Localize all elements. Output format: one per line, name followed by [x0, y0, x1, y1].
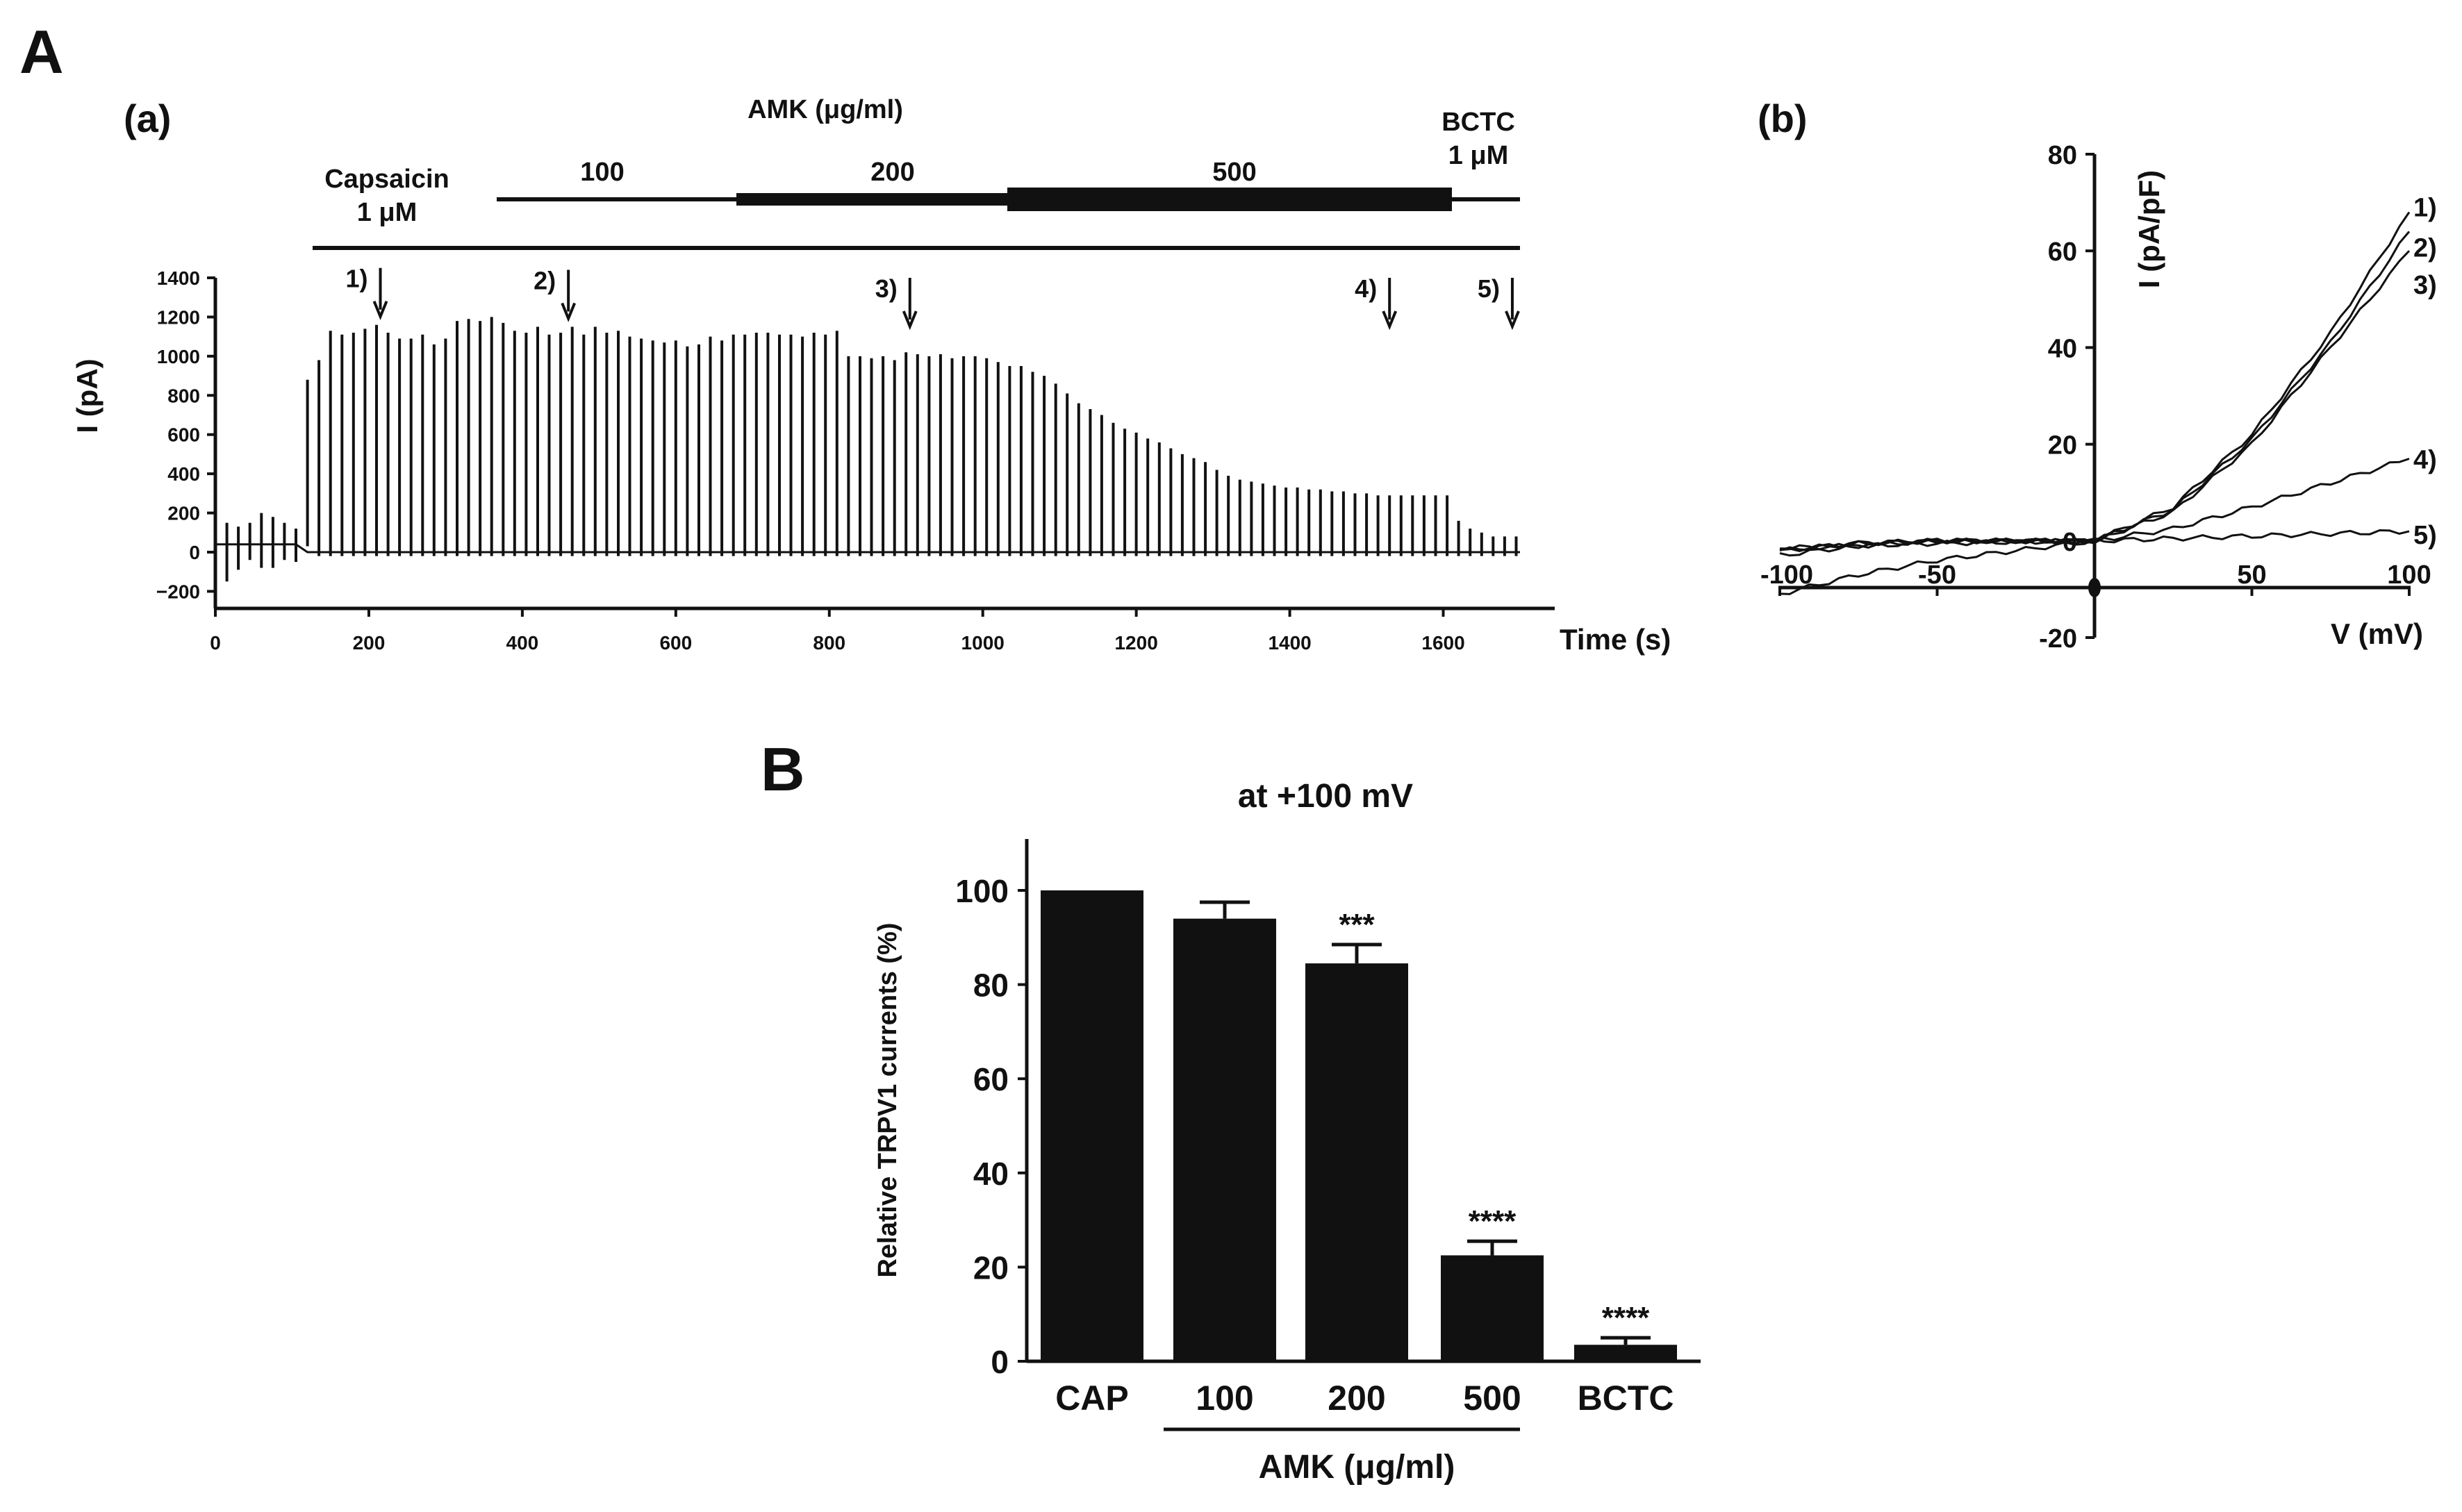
- bar-category-label: BCTC: [1578, 1379, 1674, 1418]
- trace-x-tick-label: 800: [813, 632, 845, 654]
- iv-series-group: [1779, 211, 2411, 595]
- marker-arrow-head: [1382, 310, 1398, 331]
- trace-x-tick-label: 1000: [961, 632, 1005, 654]
- significance-label: ****: [1602, 1301, 1650, 1335]
- panel-a-label: A: [19, 17, 64, 86]
- iv-curve: [1779, 529, 2410, 551]
- significance-label: ****: [1469, 1204, 1517, 1238]
- marker-label: 5): [1478, 274, 1500, 303]
- iv-curve: [1779, 250, 2411, 557]
- bctc-conc: 1 μM: [1448, 141, 1509, 170]
- amk-title: AMK (μg/ml): [747, 95, 903, 124]
- bar-y-tick-label: 80: [973, 967, 1009, 1004]
- bar: [1041, 890, 1143, 1361]
- trace-panel-label: (a): [124, 97, 171, 140]
- bar-y-tick-label: 100: [955, 873, 1009, 909]
- capsaicin-conc: 1 μM: [357, 198, 418, 227]
- bar-y-tick-label: 40: [973, 1156, 1009, 1192]
- trace-y-tick-label: 1200: [157, 306, 200, 328]
- marker-arrow-head: [902, 310, 918, 331]
- trace-y-tick-label: 400: [167, 463, 200, 485]
- significance-label: ***: [1339, 908, 1375, 942]
- bar-y-tick-label: 20: [973, 1249, 1009, 1286]
- trace-y-tick-label: 1000: [157, 346, 200, 367]
- iv-x-tick-label: 50: [2237, 560, 2266, 590]
- trace-y-axis-title: I (pA): [71, 358, 104, 433]
- trace-x-tick-label: 1400: [1268, 632, 1311, 654]
- marker-label: 2): [534, 267, 556, 295]
- bar-category-label: CAP: [1055, 1379, 1129, 1418]
- marker-arrow-head: [372, 300, 388, 320]
- iv-curve-label: 4): [2413, 445, 2437, 474]
- marker-label: 4): [1355, 274, 1377, 303]
- amk-500-label: 500: [1212, 158, 1256, 187]
- marker-arrow-head: [561, 302, 577, 322]
- trace-x-tick-label: 0: [210, 632, 221, 654]
- iv-curve-label: 3): [2413, 271, 2437, 300]
- trace-chart: (a) AMK (μg/ml) Capsaicin 1 μM BCTC 1 μM…: [71, 95, 1671, 656]
- trace-x-tick-label: 200: [353, 632, 386, 654]
- trace-y-tick-label: 200: [167, 503, 200, 524]
- marker-label: 3): [875, 274, 898, 303]
- bar-y-tick-label: 60: [973, 1061, 1009, 1097]
- iv-x-tick-label: -50: [1918, 560, 1956, 590]
- iv-curve-label: 1): [2413, 194, 2437, 223]
- bctc-label: BCTC: [1441, 108, 1515, 137]
- trace-x-tick-label: 1600: [1421, 632, 1464, 654]
- iv-curve-label: 2): [2413, 233, 2437, 263]
- marker-label: 1): [345, 265, 367, 293]
- amk-group-label: AMK (μg/ml): [1259, 1449, 1455, 1486]
- trace-y-tick-label: 800: [167, 385, 200, 406]
- iv-y-tick-label: 80: [2048, 141, 2077, 170]
- iv-x-tick-label: 100: [2387, 560, 2431, 590]
- trace-x-tick-label: 1200: [1114, 632, 1157, 654]
- bar: [1173, 918, 1276, 1361]
- iv-x-tick-label: -100: [1760, 560, 1813, 590]
- iv-y-tick-label: 20: [2048, 431, 2077, 460]
- iv-curve-label: 5): [2413, 521, 2437, 550]
- iv-y-axis-title: I (pA/pF): [2133, 170, 2165, 288]
- iv-x-axis-title: V (mV): [2331, 617, 2423, 650]
- trace-x-tick-label: 600: [659, 632, 692, 654]
- iv-y-tick-label: 60: [2048, 238, 2077, 267]
- bar-category-label: 500: [1463, 1379, 1521, 1418]
- trace-y-tick-label: 0: [189, 542, 200, 563]
- bar: [1305, 963, 1408, 1361]
- bar-chart: at +100 mV 0 20 40 60 80 100 CAP 100 *** 200 ****…: [873, 778, 1701, 1486]
- bar: [1574, 1345, 1677, 1361]
- trace-y-tick-label: 600: [167, 424, 200, 446]
- trace-y-tick-label: 1400: [157, 267, 200, 289]
- trace-x-tick-label: 400: [506, 632, 539, 654]
- panel-b-label: B: [761, 735, 805, 804]
- trace-y-tick-label: −200: [156, 581, 200, 602]
- iv-panel-label: (b): [1758, 97, 1808, 140]
- bar-category-label: 200: [1328, 1379, 1385, 1418]
- iv-y-tick-label: -20: [2039, 624, 2077, 654]
- iv-origin-dot: [2088, 578, 2101, 597]
- bar-y-axis-title: Relative TRPV1 currents (%): [873, 922, 902, 1277]
- trace-series-group: [214, 317, 1520, 582]
- bar-chart-title: at +100 mV: [1238, 778, 1413, 815]
- iv-y-tick-label: 40: [2048, 334, 2077, 363]
- bar-y-tick-label: 0: [991, 1344, 1009, 1380]
- bar: [1441, 1255, 1544, 1361]
- amk-100-label: 100: [580, 158, 624, 187]
- amk-200-label: 200: [870, 158, 914, 187]
- trace-x-axis-title: Time (s): [1560, 623, 1671, 656]
- marker-arrow-head: [1505, 310, 1520, 331]
- capsaicin-label: Capsaicin: [324, 165, 449, 194]
- bar-category-label: 100: [1196, 1379, 1253, 1418]
